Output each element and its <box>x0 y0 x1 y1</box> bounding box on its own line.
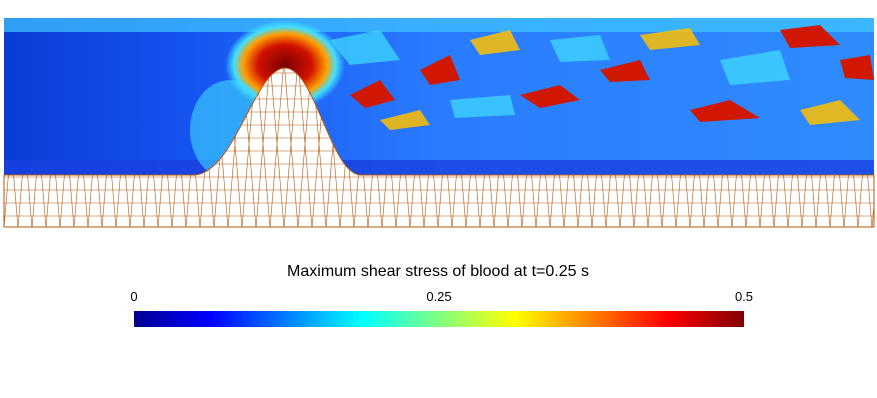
colorbar-tick-label: 0.25 <box>426 289 451 304</box>
colorbar-gradient <box>134 311 744 327</box>
colorbar-tick-label: 0.5 <box>735 289 753 304</box>
colorbar-tick-label: 0 <box>130 289 137 304</box>
colorbar-title: Maximum shear stress of blood at t=0.25 … <box>287 263 589 280</box>
colorbar: 0 0.25 0.5 <box>130 289 753 327</box>
mesh-outline <box>3 67 875 228</box>
stress-field <box>4 18 874 176</box>
